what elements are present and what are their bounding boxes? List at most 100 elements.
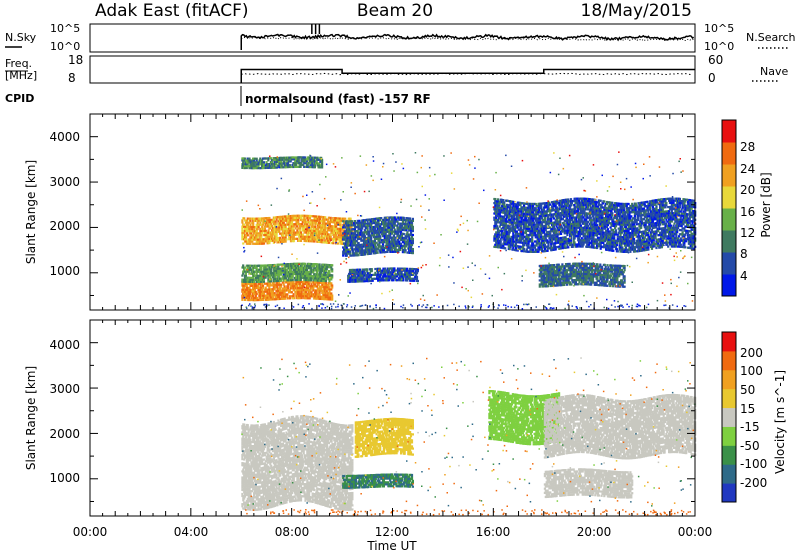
power-echo-cell <box>564 236 567 239</box>
power-echo-cell <box>364 241 367 244</box>
power-echo-cell <box>539 246 542 249</box>
power-echo-cell <box>325 286 328 289</box>
power-echo-cell <box>353 272 356 275</box>
power-echo-cell <box>562 242 565 245</box>
power-echo-cell <box>279 285 283 288</box>
power-echo-cell <box>520 239 523 242</box>
power-echo-cell <box>287 287 290 290</box>
power-echo-cell <box>341 234 344 237</box>
power-echo-cell <box>384 267 387 270</box>
noise-left-label: N.Sky <box>5 31 37 44</box>
power-echo-cell <box>404 273 407 276</box>
power-echo-cell <box>321 297 324 301</box>
power-echo-cell <box>384 273 387 276</box>
power-echo-cell <box>352 254 356 257</box>
power-echo-cell <box>416 268 419 271</box>
power-echo-cell <box>397 238 400 241</box>
power-echo-cell <box>376 227 379 230</box>
power-echo-cell <box>393 267 396 270</box>
power-echo-cell <box>260 268 263 271</box>
power-echo-cell <box>354 246 357 249</box>
power-echo-cell <box>366 253 369 256</box>
power-echo-cell <box>279 273 283 276</box>
power-echo-cell <box>283 291 286 294</box>
power-echo-cell <box>390 220 393 223</box>
power-echo-cell <box>317 234 321 237</box>
power-echo-cell <box>298 239 301 242</box>
power-echo-cell <box>357 254 360 257</box>
power-echo-cell <box>261 296 265 299</box>
power-echo-cell <box>560 216 563 219</box>
power-echo-cell <box>358 272 362 275</box>
power-echo-cell <box>405 217 408 220</box>
power-echo-cell <box>299 274 302 277</box>
power-echo-cell <box>257 242 260 245</box>
power-echo-cell <box>386 246 389 249</box>
power-echo-cell <box>393 224 396 227</box>
power-echo-cell <box>547 216 550 219</box>
power-echo-cell <box>575 218 578 221</box>
power-echo-cell <box>494 237 497 240</box>
power-echo-cell <box>366 236 369 240</box>
power-echo-cell <box>567 227 570 230</box>
power-echo-cell <box>406 273 409 276</box>
power-echo-cell <box>273 294 276 297</box>
power-echo-cell <box>567 202 570 205</box>
power-echo-cell <box>282 283 285 286</box>
power-echo-cell <box>510 208 513 211</box>
power-echo-cell <box>552 236 555 239</box>
power-echo-cell <box>263 225 266 228</box>
noise-right-tick-top: 10^5 <box>704 22 734 35</box>
power-echo-cell <box>328 239 331 242</box>
power-echo-cell <box>352 232 355 235</box>
power-echo-cell <box>270 284 273 287</box>
power-echo-cell <box>316 234 319 237</box>
power-echo-cell <box>298 295 301 298</box>
power-echo-cell <box>352 236 355 239</box>
power-echo-cell <box>542 241 545 244</box>
power-echo-cell <box>496 219 500 222</box>
power-echo-cell <box>381 239 385 242</box>
power-echo-cell <box>537 219 540 222</box>
power-echo-cell <box>285 287 288 290</box>
power-echo-cell <box>296 284 299 288</box>
power-echo-cell <box>565 206 568 210</box>
power-echo-cell <box>535 217 538 220</box>
power-echo-cell <box>569 231 572 234</box>
power-echo-cell <box>315 271 318 274</box>
power-echo-cell <box>534 211 537 214</box>
power-echo-cell <box>381 251 384 254</box>
power-echo-cell <box>497 231 500 234</box>
power-echo-cell <box>504 211 507 214</box>
power-echo-cell <box>324 277 327 281</box>
power-echo-cell <box>276 241 279 244</box>
power-echo-cell <box>399 234 402 237</box>
power-echo-cell <box>273 288 276 291</box>
power-echo-cell <box>359 233 362 236</box>
power-echo-cell <box>347 278 350 281</box>
power-echo-cell <box>262 278 265 281</box>
power-echo-cell <box>554 242 557 245</box>
power-echo-cell <box>319 275 322 278</box>
power-echo-cell <box>415 268 418 271</box>
power-echo-cell <box>336 242 339 245</box>
power-echo-cell <box>395 218 398 221</box>
power-echo-cell <box>276 285 279 289</box>
power-echo-cell <box>279 287 282 290</box>
power-echo-cell <box>570 202 573 205</box>
power-echo-cell <box>297 280 300 284</box>
power-echo-cell <box>554 204 557 207</box>
power-echo-cell <box>294 227 297 230</box>
power-echo-cell <box>577 210 580 213</box>
power-echo-cell <box>344 217 347 220</box>
power-echo-cell <box>280 215 283 218</box>
power-echo-cell <box>248 270 251 273</box>
power-echo-cell <box>535 219 538 222</box>
power-echo-cell <box>260 278 263 281</box>
power-echo-cell <box>416 279 419 283</box>
power-echo-cell <box>391 273 394 276</box>
power-echo-cell <box>578 199 581 202</box>
power-echo-cell <box>553 227 556 230</box>
power-echo-cell <box>358 276 361 279</box>
power-echo-cell <box>318 217 321 220</box>
